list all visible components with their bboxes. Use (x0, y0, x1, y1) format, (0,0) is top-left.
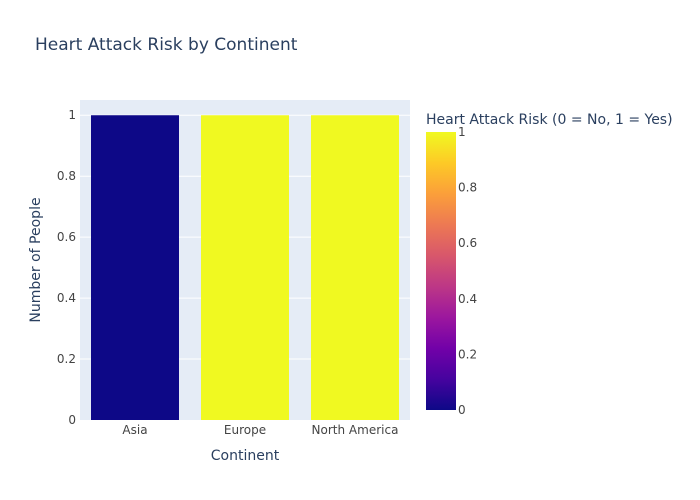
y-tick-label: 1 (68, 108, 76, 122)
colorbar-tick-label: 1 (458, 125, 466, 139)
bar-asia[interactable] (91, 115, 179, 420)
colorbar-ticks: 0 0.2 0.4 0.6 0.8 1 (458, 125, 477, 417)
colorbar-tick-label: 0.8 (458, 181, 477, 195)
y-tick-label: 0 (68, 413, 76, 427)
colorbar (426, 132, 456, 410)
y-axis-title: Number of People (28, 197, 44, 322)
colorbar-tick-label: 0 (458, 403, 466, 417)
colorbar-tick-label: 0.6 (458, 236, 477, 250)
x-tick-label: Europe (224, 423, 266, 437)
colorbar-tick-label: 0.4 (458, 292, 477, 306)
colorbar-title: Heart Attack Risk (0 = No, 1 = Yes) (426, 112, 673, 128)
x-tick-label: Asia (122, 423, 147, 437)
chart-title: Heart Attack Risk by Continent (35, 35, 298, 55)
y-tick-label: 0.8 (57, 169, 76, 183)
bars (91, 115, 399, 420)
y-tick-label: 0.4 (57, 291, 76, 305)
x-axis-ticks: Asia Europe North America (122, 423, 398, 437)
bar-europe[interactable] (201, 115, 289, 420)
bar-north-america[interactable] (311, 115, 399, 420)
x-tick-label: North America (312, 423, 399, 437)
colorbar-tick-label: 0.2 (458, 347, 477, 361)
y-axis-ticks: 0 0.2 0.4 0.6 0.8 1 (57, 108, 76, 427)
y-tick-label: 0.6 (57, 230, 76, 244)
x-axis-title: Continent (211, 448, 280, 464)
y-tick-label: 0.2 (57, 352, 76, 366)
